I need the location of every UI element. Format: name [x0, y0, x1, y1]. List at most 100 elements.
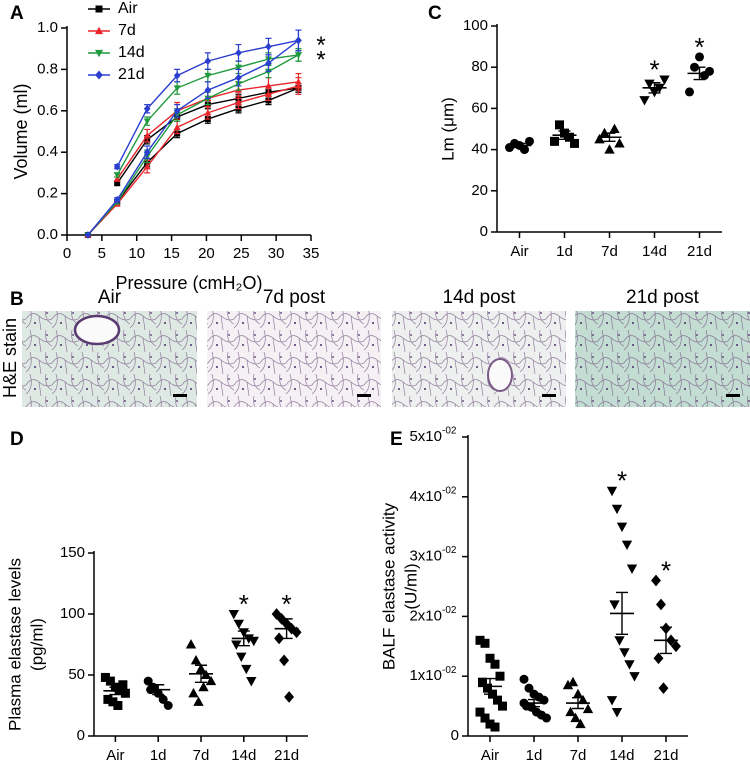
legend-marker: [94, 49, 104, 58]
data-point: [555, 120, 564, 130]
row-label: H&E stain: [0, 318, 20, 398]
data-point: [193, 696, 204, 706]
data-point: [265, 82, 272, 89]
y-tick-label-exp: -02: [442, 485, 457, 496]
y-tick-label: 0: [451, 727, 459, 744]
panel-letter: C: [428, 3, 442, 24]
sem-bar: [195, 664, 207, 684]
sem-bar: [603, 132, 616, 143]
data-point: [621, 540, 633, 551]
y-tick-label-base: 1x10: [409, 667, 442, 684]
data-point: [295, 36, 302, 45]
data-point: [158, 694, 168, 704]
data-point: [236, 652, 247, 663]
data-point: [265, 59, 272, 68]
sem-bar: [660, 626, 672, 655]
y-tick-label: 5x10: [409, 428, 442, 445]
y-tick-label-base: 4x10: [409, 488, 442, 505]
data-point: [606, 696, 618, 706]
airway: [487, 358, 513, 392]
data-point: [118, 680, 128, 690]
data-point: [626, 564, 638, 574]
data-point: [246, 677, 257, 687]
data-point: [163, 701, 173, 711]
scale-bar: [726, 394, 740, 397]
data-point: [570, 712, 581, 723]
sem-bar: [616, 591, 628, 636]
legend-marker: [95, 70, 103, 80]
y-tick-label-base: 5x10: [409, 428, 442, 445]
y-tick-label: 20: [471, 182, 488, 199]
y-tick-label-exp: -02: [442, 426, 457, 437]
legend-marker: [95, 5, 103, 13]
data-point: [198, 681, 209, 692]
data-point: [582, 703, 594, 714]
data-point: [611, 708, 623, 718]
data-point: [143, 132, 151, 139]
x-tick-label: 21d: [274, 747, 299, 764]
y-tick-label: 100: [60, 605, 85, 622]
data-point: [204, 57, 212, 66]
data-point: [233, 619, 244, 630]
significance-star: *: [649, 54, 659, 84]
histology-texture: [392, 311, 566, 407]
data-point: [594, 133, 605, 144]
airway: [73, 314, 121, 346]
data-point: [204, 109, 212, 116]
data-point: [143, 676, 153, 686]
data-point: [204, 86, 212, 94]
data-point: [113, 195, 121, 204]
data-point: [524, 683, 534, 693]
x-tick-label: 14d: [642, 243, 667, 260]
data-point: [629, 672, 640, 682]
data-point: [550, 136, 559, 146]
data-point: [604, 144, 615, 154]
scale-bar: [542, 394, 556, 397]
data-point: [173, 71, 181, 80]
data-point: [609, 600, 620, 610]
data-point: [231, 640, 242, 650]
y-tick-label: 50: [68, 666, 85, 683]
y-axis-label: Plasma elastase levels: [5, 558, 24, 731]
image-title: 14d post: [443, 287, 517, 308]
y-tick-label-exp: -02: [442, 665, 457, 676]
data-point: [113, 701, 123, 710]
data-point: [567, 676, 579, 687]
data-point: [113, 175, 121, 182]
data-point: [190, 654, 202, 665]
sem-bar: [693, 66, 706, 81]
data-point: [295, 52, 302, 59]
histology-texture: [207, 311, 381, 407]
y-axis-label: Volume (ml): [11, 83, 31, 179]
data-point: [656, 598, 666, 611]
y-tick-label: 0: [480, 223, 488, 240]
data-point: [520, 145, 529, 155]
y-tick-label-exp: -02: [442, 605, 457, 616]
data-point: [295, 78, 302, 85]
data-point: [274, 632, 285, 645]
x-axis-label: Pressure (cmH₂O): [116, 273, 263, 293]
y-tick-label: 4x10: [409, 488, 442, 505]
panel-letter: A: [10, 3, 24, 24]
significance-star: *: [316, 46, 325, 73]
x-tick-label: 1d: [556, 243, 573, 260]
y-tick-label: 60: [471, 99, 488, 116]
data-point: [659, 75, 670, 85]
panel-letter: E: [390, 429, 403, 450]
y-tick-label-base: 3x10: [409, 548, 442, 565]
significance-star: *: [617, 466, 627, 496]
data-point: [606, 486, 618, 497]
data-point: [525, 136, 534, 146]
x-tick-label: 1d: [150, 747, 167, 764]
data-point: [495, 671, 505, 681]
significance-star: *: [239, 589, 249, 619]
data-point: [84, 231, 92, 239]
y-tick-label: 150: [60, 544, 85, 561]
y-tick-label: 0.0: [37, 226, 58, 243]
data-point: [235, 73, 242, 82]
x-tick-label: Air: [106, 747, 124, 764]
histology-texture: [575, 311, 750, 407]
data-point: [614, 636, 625, 646]
